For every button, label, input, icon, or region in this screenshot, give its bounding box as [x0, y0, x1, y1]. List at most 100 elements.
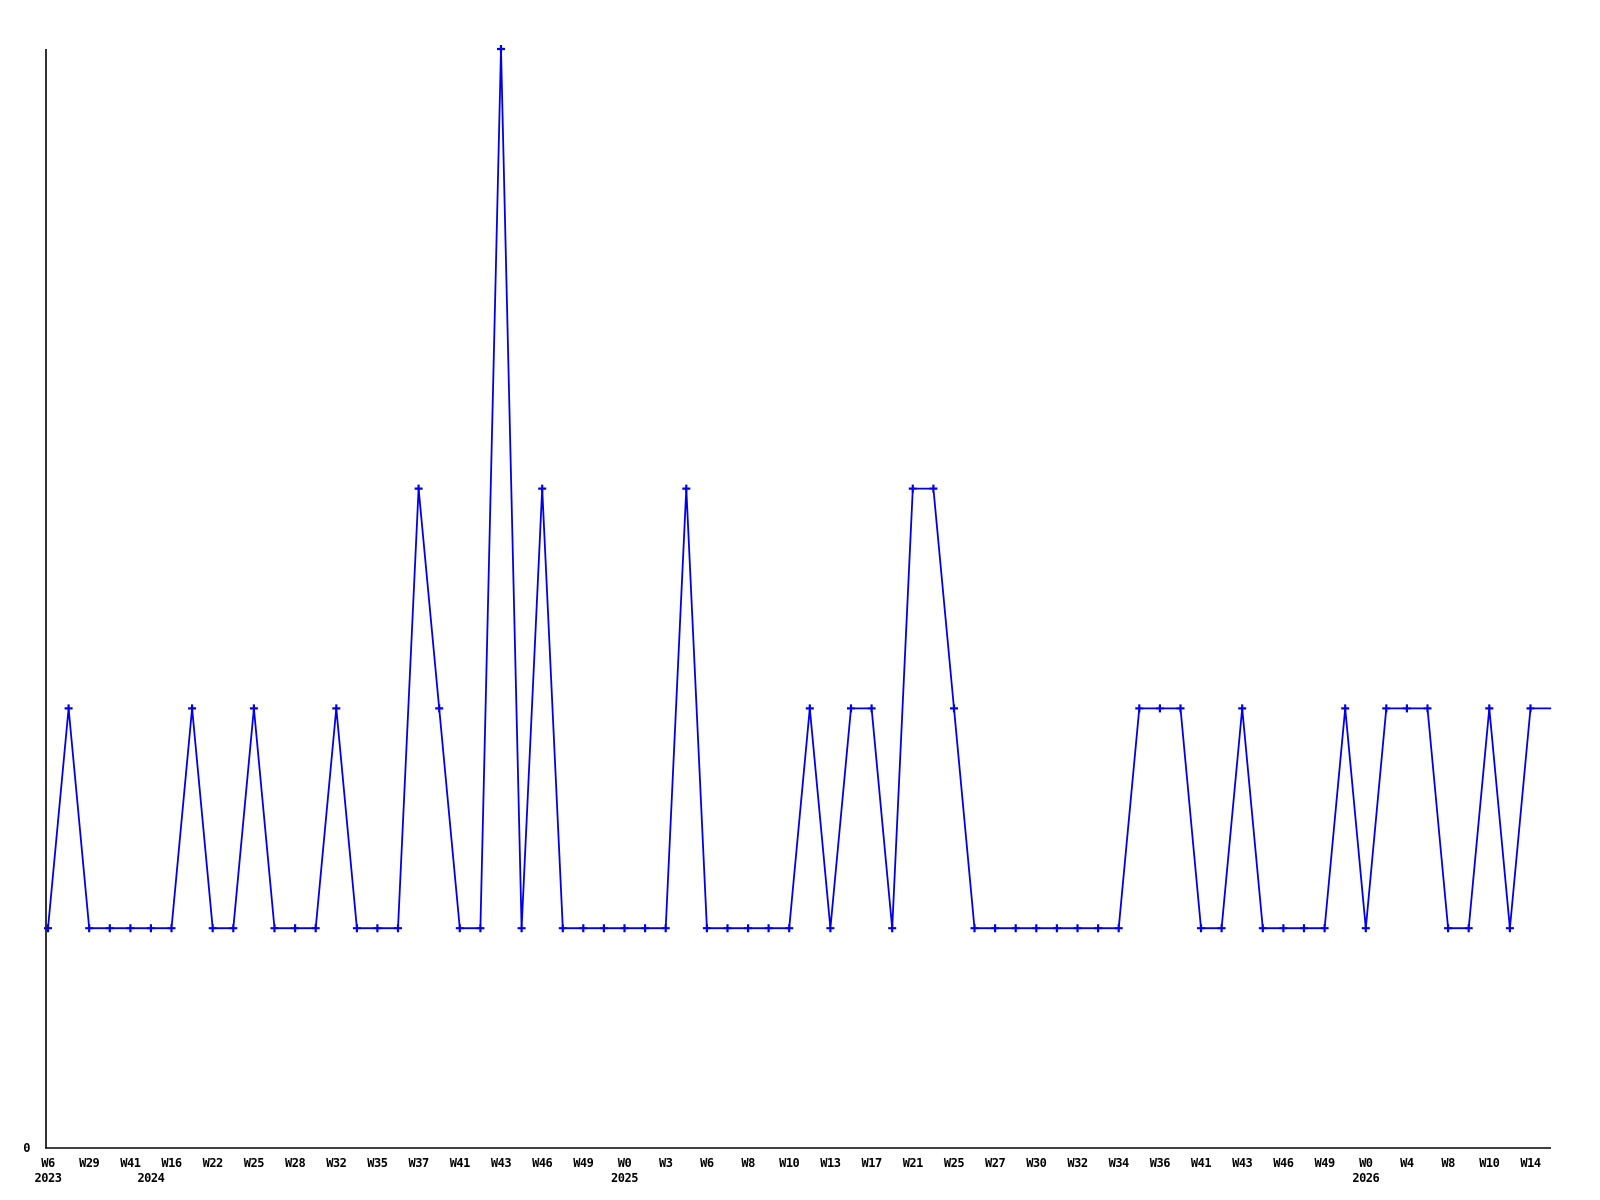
data-point-marker — [1032, 924, 1041, 933]
x-tick-label: W25 — [944, 1156, 964, 1170]
x-tick-label: W37 — [409, 1156, 429, 1170]
data-point-marker — [1505, 924, 1514, 933]
x-tick-label: W6 — [41, 1156, 55, 1170]
data-point-marker — [229, 924, 238, 933]
x-tick-label: W14 — [1520, 1156, 1540, 1170]
year-label: 2024 — [137, 1171, 164, 1185]
data-point-marker — [702, 924, 711, 933]
x-tick-label: W16 — [161, 1156, 181, 1170]
x-tick-label: W49 — [573, 1156, 593, 1170]
data-point-marker — [1320, 924, 1329, 933]
data-point-marker — [167, 924, 176, 933]
x-tick-label: W43 — [491, 1156, 511, 1170]
data-point-marker — [1485, 704, 1494, 713]
x-tick-label: W13 — [820, 1156, 840, 1170]
x-tick-label: W46 — [532, 1156, 552, 1170]
x-tick-label: W36 — [1150, 1156, 1170, 1170]
data-point-marker — [1361, 924, 1370, 933]
data-point-marker — [455, 924, 464, 933]
x-tick-label: W0 — [1359, 1156, 1373, 1170]
x-tick-label: W25 — [244, 1156, 264, 1170]
x-tick-label: W28 — [285, 1156, 305, 1170]
data-point-marker — [188, 704, 197, 713]
data-point-marker — [847, 704, 855, 713]
year-labels: 2023 2024 2025 2026 — [35, 1171, 1380, 1185]
year-label: 2023 — [35, 1171, 62, 1185]
data-point-marker — [373, 924, 382, 933]
data-point-marker — [1114, 924, 1123, 933]
data-point-marker — [764, 924, 773, 933]
x-tick-label: W35 — [367, 1156, 387, 1170]
x-tick-label: W10 — [1479, 1156, 1499, 1170]
x-tick-label: W43 — [1232, 1156, 1252, 1170]
data-point-marker — [908, 484, 917, 493]
data-point-marker — [1155, 704, 1164, 713]
data-point-marker — [1258, 924, 1267, 933]
year-label: 2025 — [611, 1171, 638, 1185]
data-point-marker — [126, 924, 135, 933]
data-point-marker — [270, 924, 279, 933]
data-point-marker — [805, 704, 814, 713]
data-point-marker — [1052, 924, 1061, 933]
data-point-marker — [950, 704, 958, 713]
data-point-marker — [991, 924, 1000, 933]
data-point-marker — [1300, 924, 1308, 933]
x-tick-label: W27 — [985, 1156, 1005, 1170]
data-point-marker — [44, 924, 52, 933]
x-tick-label: W8 — [1441, 1156, 1455, 1170]
data-point-marker — [146, 924, 155, 933]
x-tick-label: W34 — [1109, 1156, 1129, 1170]
data-point-marker — [929, 484, 938, 493]
data-point-marker — [682, 484, 691, 493]
data-point-marker — [1238, 704, 1247, 713]
data-point-marker — [1526, 704, 1535, 713]
x-tick-label: W3 — [659, 1156, 673, 1170]
x-tick-label: W6 — [700, 1156, 714, 1170]
x-tick-label: W29 — [79, 1156, 99, 1170]
data-point-marker — [744, 924, 753, 933]
data-point-marker — [1423, 704, 1432, 713]
x-tick-label: W10 — [779, 1156, 799, 1170]
year-label: 2026 — [1352, 1171, 1379, 1185]
x-tick-label: W32 — [1067, 1156, 1087, 1170]
data-point-marker — [1197, 924, 1205, 933]
x-tick-label: W46 — [1273, 1156, 1293, 1170]
data-point-marker — [1341, 704, 1350, 713]
data-point-marker — [105, 924, 114, 933]
data-point-marker — [1176, 704, 1185, 713]
data-point-marker — [867, 704, 876, 713]
x-tick-label: W41 — [120, 1156, 140, 1170]
data-point-marker — [291, 924, 300, 933]
data-point-marker — [970, 924, 979, 933]
series-line — [47, 48, 1552, 930]
data-point-marker — [1402, 704, 1411, 713]
data-point-marker — [497, 45, 505, 53]
data-point-marker — [1279, 924, 1288, 933]
x-tick-label: W8 — [741, 1156, 755, 1170]
x-tick-label: W21 — [903, 1156, 923, 1170]
x-tick-label: W49 — [1315, 1156, 1335, 1170]
data-point-marker — [661, 924, 670, 933]
x-tick-label: W4 — [1400, 1156, 1414, 1170]
x-tick-label: W0 — [618, 1156, 632, 1170]
data-point-marker — [826, 924, 835, 933]
data-point-marker — [1464, 924, 1473, 933]
x-tick-label: W41 — [450, 1156, 470, 1170]
data-point-marker — [1011, 924, 1020, 933]
data-point-marker — [517, 924, 526, 933]
data-point-marker — [1444, 924, 1453, 933]
data-point-marker — [476, 924, 485, 933]
data-point-marker — [414, 484, 423, 493]
data-point-marker — [208, 924, 217, 933]
x-tick-label: W17 — [862, 1156, 882, 1170]
data-point-marker — [85, 924, 94, 933]
x-tick-label: W22 — [203, 1156, 223, 1170]
data-point-marker — [311, 924, 320, 933]
data-point-markers — [44, 45, 1535, 933]
data-point-marker — [723, 924, 732, 933]
x-tick-label: W30 — [1026, 1156, 1046, 1170]
x-tick-labels: W6 W29 W41 W16 W22 W25 W28 W32 W35 W37 W41 W43 W46 W4… — [41, 1156, 1541, 1170]
x-tick-label: W41 — [1191, 1156, 1211, 1170]
